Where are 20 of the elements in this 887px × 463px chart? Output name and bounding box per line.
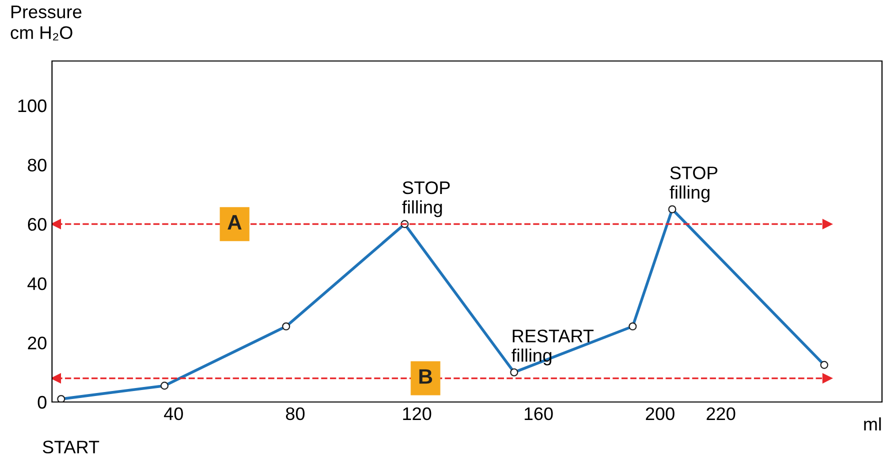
x-tick-label: 160 (524, 407, 553, 420)
y-tick-label: 80 (28, 158, 46, 172)
annotation: STOP filling (670, 166, 718, 202)
text: START (42, 440, 100, 454)
x-tick-label: 80 (286, 407, 305, 420)
y-tick-label: 20 (28, 336, 46, 350)
x-tick-label: 200 (646, 407, 674, 420)
y-tick-label: 100 (18, 99, 46, 112)
x-tick-label: 220 (706, 407, 736, 420)
annotation: STOP filling (402, 181, 450, 218)
y-tick-label: 40 (27, 277, 46, 290)
x-tick-label: 40 (164, 407, 183, 420)
y-axis-title: Pressure cm H₂O (10, 6, 82, 40)
annotation: RESTART filling (512, 330, 594, 366)
y-tick-label: 60 (28, 218, 46, 231)
ref-line-label: A (228, 215, 242, 230)
y-tick-label: 0 (38, 396, 46, 409)
ref-line-label: B (419, 369, 432, 384)
x-axis-title: ml (864, 417, 881, 430)
x-tick-label: 120 (403, 407, 432, 420)
